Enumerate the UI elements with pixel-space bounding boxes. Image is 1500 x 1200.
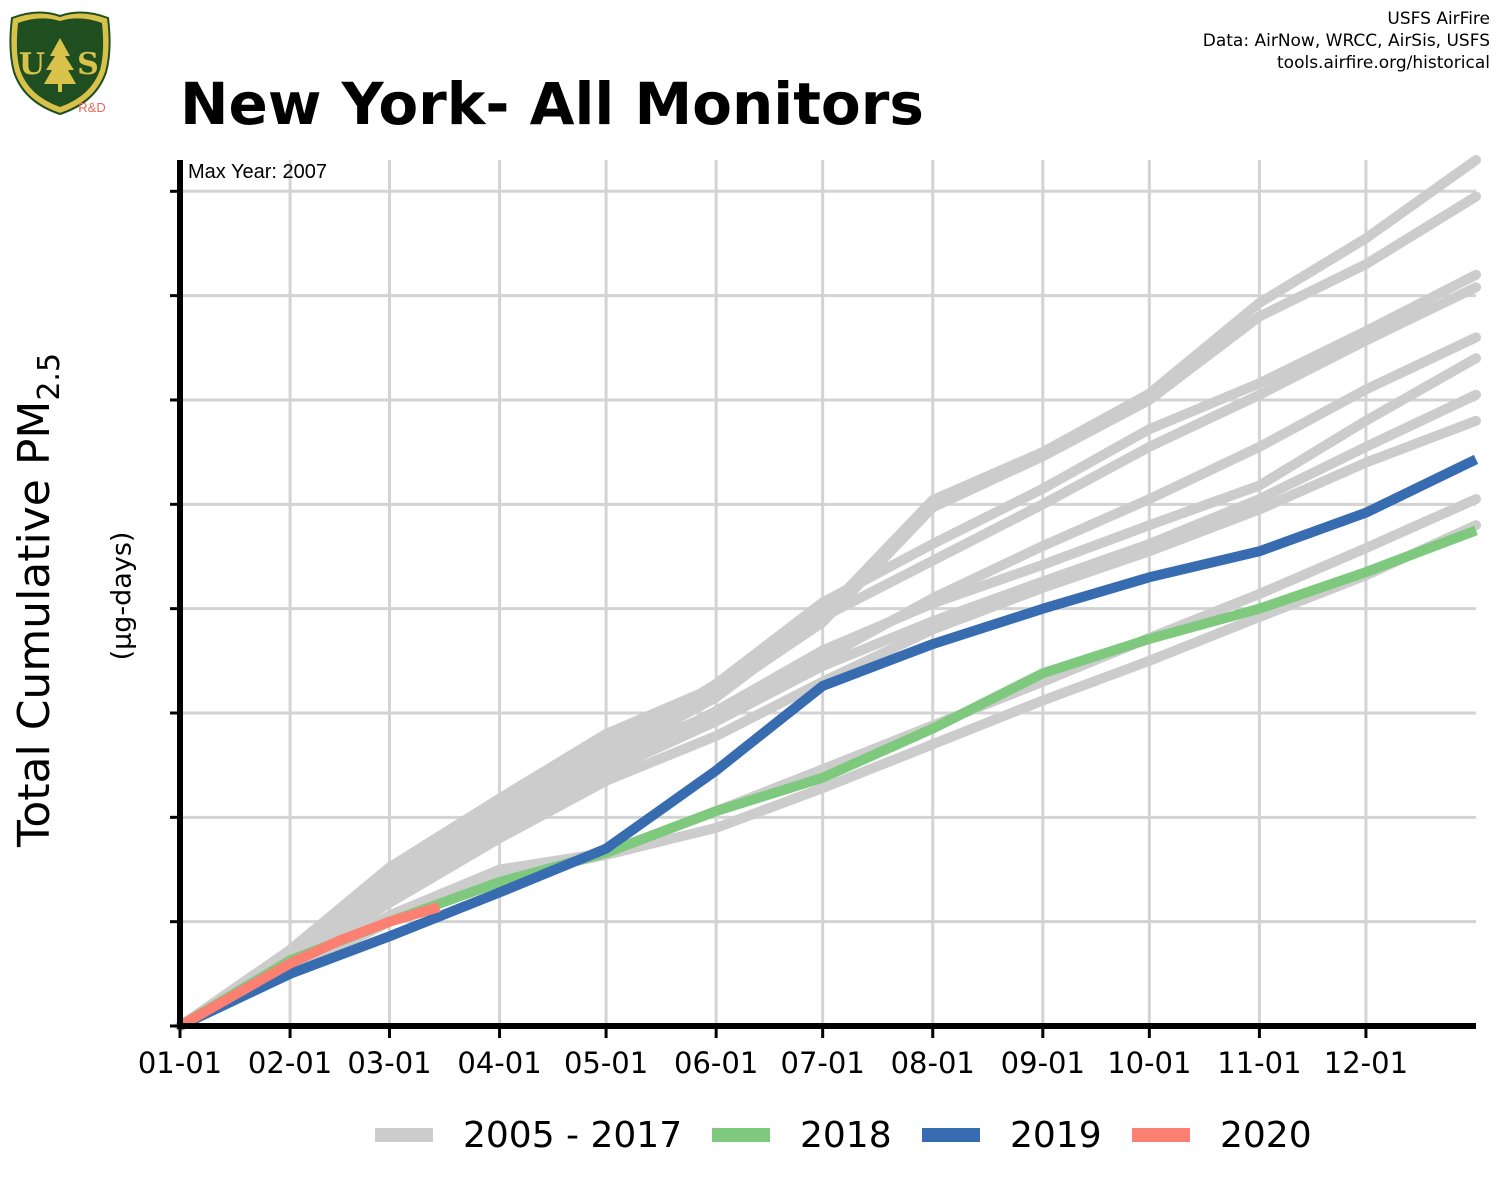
x-tick-label: 05-01 <box>564 1046 648 1080</box>
legend-label: 2020 <box>1220 1114 1312 1156</box>
chart-title: New York- All Monitors <box>180 70 924 138</box>
data-credits: USFS AirFire Data: AirNow, WRCC, AirSis,… <box>1203 8 1490 74</box>
x-tick-label: 08-01 <box>891 1046 975 1080</box>
x-tick-label: 12-01 <box>1324 1046 1408 1080</box>
legend-swatch <box>1132 1128 1190 1142</box>
legend-item-historical: 2005 - 2017 <box>375 1110 682 1160</box>
credit-line: tools.airfire.org/historical <box>1277 53 1490 73</box>
x-tick-labels: 01-01 02-01 03-01 04-01 05-01 06-01 07-01 08-01… <box>138 1046 1408 1080</box>
series-line-2019 <box>177 454 1479 1031</box>
x-tick-label: 06-01 <box>674 1046 758 1080</box>
legend-item-2019: 2019 <box>922 1110 1102 1160</box>
legend-swatch <box>375 1128 433 1142</box>
x-tick-label: 07-01 <box>781 1046 865 1080</box>
series-line-2020 <box>177 902 441 1031</box>
x-tick-label: 04-01 <box>457 1046 541 1080</box>
axes <box>170 160 1476 1038</box>
x-tick-label: 01-01 <box>138 1046 222 1080</box>
legend-item-2020: 2020 <box>1132 1110 1312 1160</box>
legend-item-2018: 2018 <box>712 1110 892 1160</box>
historical-series-line <box>175 353 1481 1031</box>
x-tick-label: 10-01 <box>1107 1046 1191 1080</box>
legend-swatch <box>922 1128 980 1142</box>
x-tick-label: 02-01 <box>248 1046 332 1080</box>
historical-series-line <box>175 415 1481 1031</box>
legend: 2005 - 2017 2018 2019 2020 <box>0 1110 1500 1160</box>
usfs-logo: U S R&D <box>9 11 111 116</box>
historical-series <box>175 155 1481 1031</box>
logo-suffix: R&D <box>78 100 105 115</box>
tree-icon <box>44 38 76 92</box>
logo-letters-left: U <box>19 47 45 82</box>
max-year-annotation: Max Year: 2007 <box>188 161 327 183</box>
credit-line: USFS AirFire <box>1387 9 1490 29</box>
legend-swatch <box>712 1128 770 1142</box>
x-tick-label: 11-01 <box>1217 1046 1301 1080</box>
historical-series-line <box>175 494 1481 1031</box>
legend-label: 2005 - 2017 <box>463 1114 683 1156</box>
legend-label: 2018 <box>800 1114 892 1156</box>
x-tick-label: 09-01 <box>1001 1046 1085 1080</box>
cumulative-pm25-chart: 01-01 02-01 03-01 04-01 05-01 06-01 07-01 08-01… <box>138 155 1481 1080</box>
legend-label: 2019 <box>1010 1114 1102 1156</box>
credit-line: Data: AirNow, WRCC, AirSis, USFS <box>1202 31 1490 51</box>
highlight-series <box>177 454 1479 1031</box>
x-tick-label: 03-01 <box>347 1046 431 1080</box>
logo-letters-right: S <box>77 47 99 82</box>
